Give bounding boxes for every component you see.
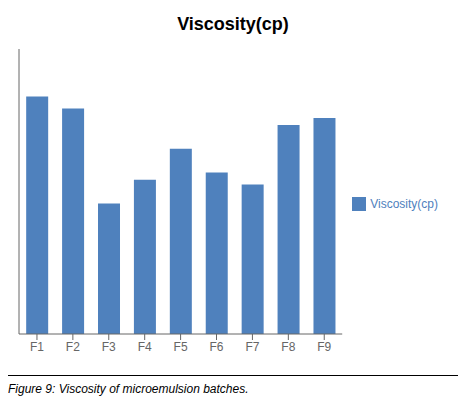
svg-text:F6: F6 [210, 340, 224, 354]
html-text:Figure 9: Viscosity of microem: Figure 9: Viscosity of microemulsion bat… [8, 382, 249, 396]
svg-text:F2: F2 [66, 340, 80, 354]
svg-text:F5: F5 [174, 340, 188, 354]
svg-text:F7: F7 [245, 340, 259, 354]
html-text:Viscosity(cp): Viscosity(cp) [370, 196, 438, 211]
svg-text:F1: F1 [30, 340, 44, 354]
svg-text:F8: F8 [281, 340, 295, 354]
svg-text:F9: F9 [317, 340, 331, 354]
svg-text:F4: F4 [138, 340, 152, 354]
html-text:Viscosity(cp): Viscosity(cp) [177, 14, 289, 34]
svg-text:F3: F3 [102, 340, 116, 354]
